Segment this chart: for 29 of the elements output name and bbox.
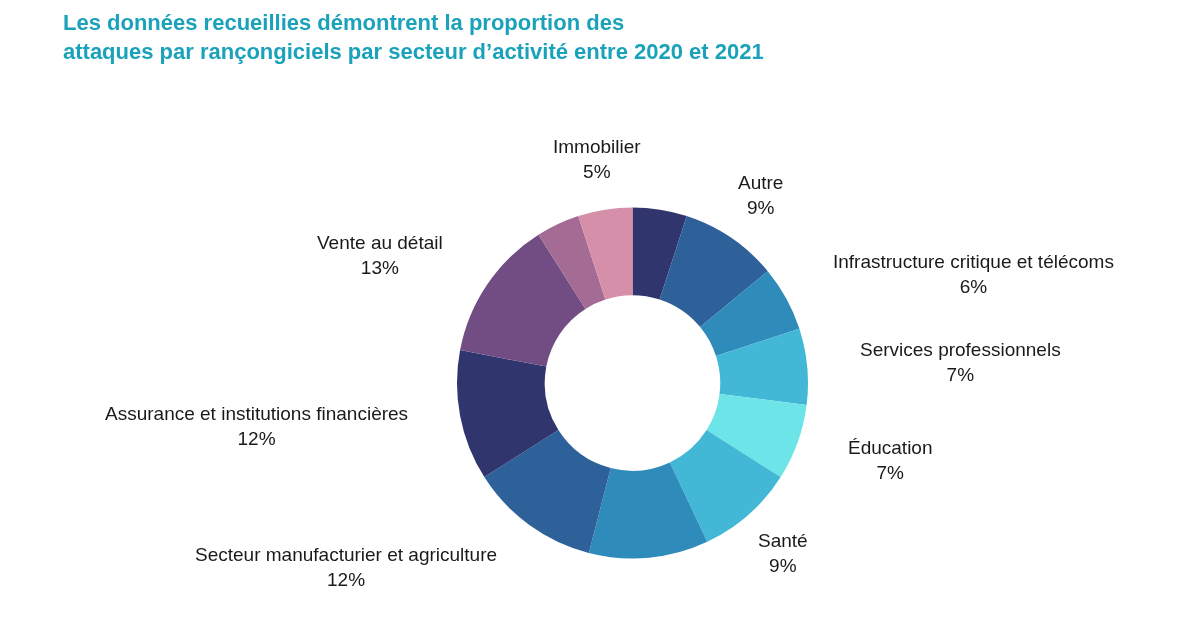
data-label: 13% [360, 256, 399, 278]
donut-slice [700, 271, 800, 356]
data-label: 5% [583, 160, 611, 182]
data-label: 9% [746, 196, 775, 218]
donut-slice [457, 350, 559, 478]
donut-slice [659, 216, 768, 328]
slice-label: Immobilier [553, 136, 642, 157]
chart-title: Les données recueillies démontrent la proportion des attaques par rançongiciels par secteur d’activité entre 2020 et 2021 [63, 10, 764, 64]
data-label: 12% [237, 427, 276, 449]
slice-label: Infrastructure critique et télécoms [833, 251, 1114, 272]
slice-label: Autre [738, 172, 784, 193]
slice-label: Services professionnels [860, 339, 1061, 360]
slice-label: Assurance et institutions financières [105, 403, 409, 424]
data-label: 7% [876, 461, 905, 483]
donut-slice [588, 462, 708, 559]
slice-label: Secteur manufacturier et agriculture [195, 544, 498, 565]
donut-slice [632, 207, 687, 300]
donut-slice [715, 328, 808, 405]
slice-label: Santé [758, 530, 808, 551]
data-label: 9% [769, 554, 797, 576]
data-label: 6% [959, 275, 988, 297]
donut-slice [706, 394, 807, 478]
donut-slice [538, 216, 606, 309]
slice-label: Vente au détail [317, 232, 443, 253]
data-label: 7% [946, 363, 975, 385]
slice-label: Éducation [848, 437, 933, 458]
data-label: 12% [327, 568, 366, 590]
donut-slice [460, 234, 586, 367]
donut-slice [578, 207, 633, 300]
